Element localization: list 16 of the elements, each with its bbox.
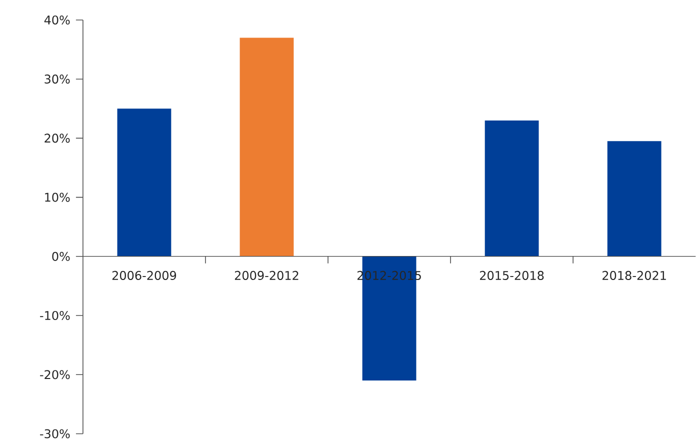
x-tick-label: 2018-2021 (602, 271, 666, 280)
bar (117, 108, 172, 257)
y-tick-label: 20% (44, 134, 70, 143)
y-tick-label: 10% (45, 192, 70, 202)
x-tick-label: 2015-2018 (480, 271, 544, 280)
y-tick-label: -30% (40, 429, 70, 438)
y-tick-label: -10% (40, 311, 70, 320)
x-tick-label: 2006-2009 (112, 271, 176, 280)
bar (484, 120, 539, 257)
y-tick-label: 30% (44, 74, 70, 84)
y-tick-label: 0% (52, 252, 70, 262)
bar (240, 38, 294, 257)
x-tick-label: 2009-2012 (234, 271, 298, 280)
y-tick-label: 40% (44, 16, 70, 25)
bar (607, 141, 662, 257)
y-tick-label: -20% (40, 370, 70, 380)
